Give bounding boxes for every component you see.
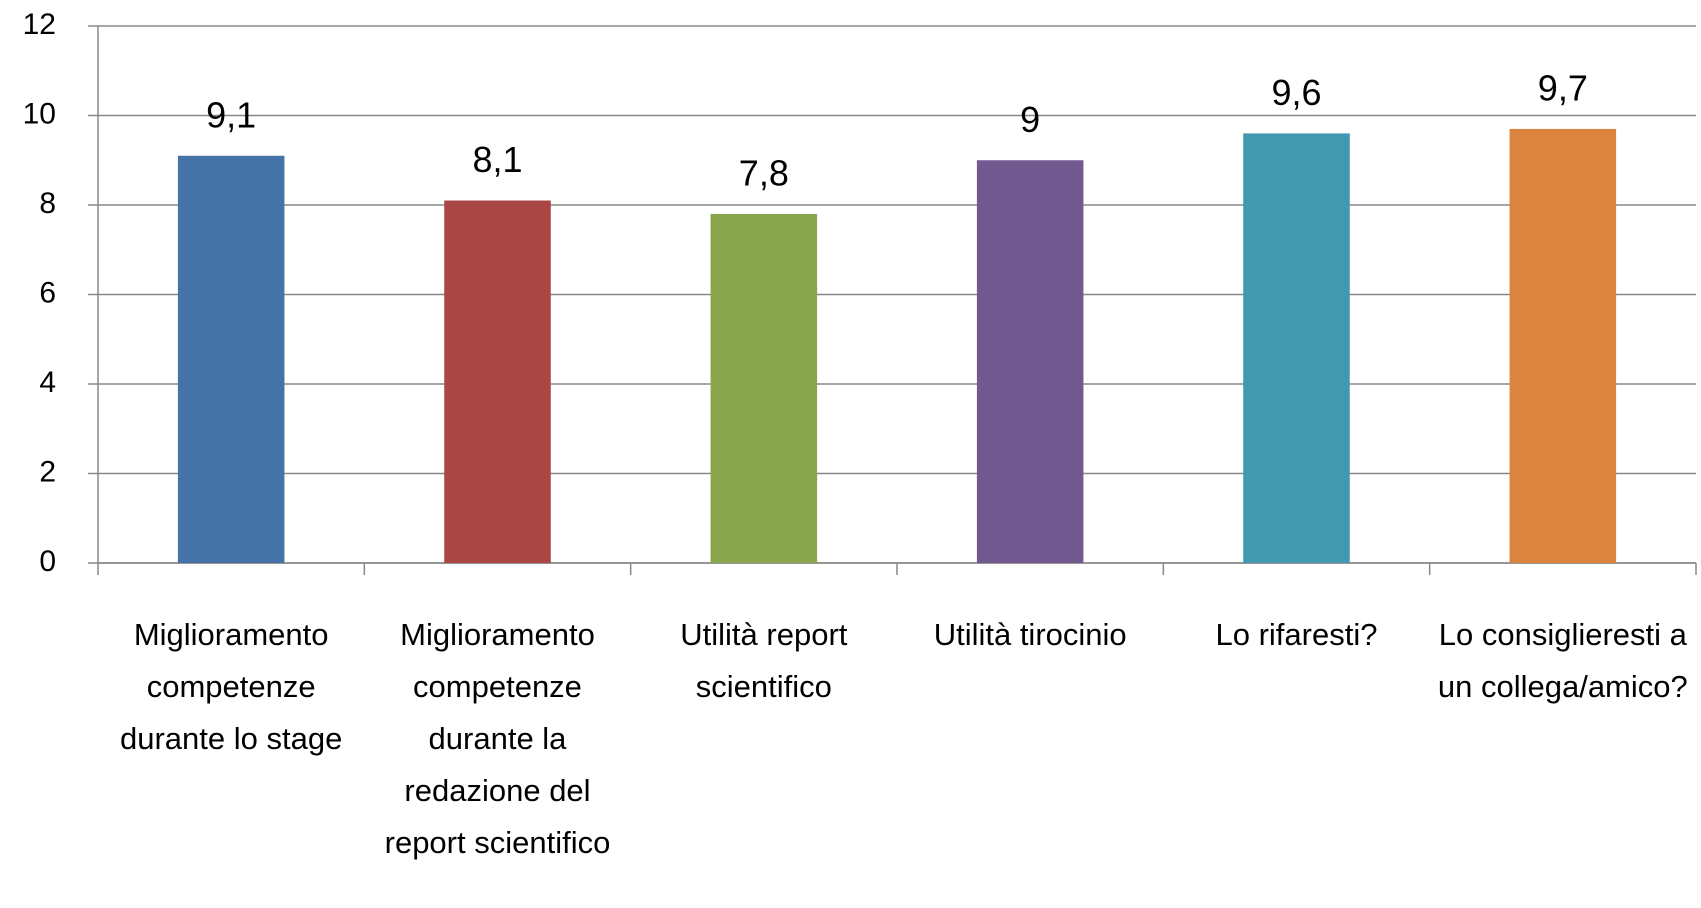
x-tick-label: Utilità tirocinio: [933, 617, 1127, 652]
x-tick-label: Miglioramento competenze durante lo stag…: [120, 617, 343, 756]
value-label: 9,6: [1271, 72, 1321, 113]
value-label: 9: [1020, 99, 1040, 140]
y-tick-label: 8: [39, 187, 56, 220]
x-tick-label: Lo rifaresti?: [1215, 617, 1378, 652]
bar: [444, 200, 551, 563]
bar: [976, 160, 1084, 563]
y-tick-label: 0: [39, 545, 56, 578]
y-tick-label: 2: [39, 455, 56, 488]
bar: [710, 213, 818, 563]
y-tick-label: 4: [39, 366, 56, 399]
value-label: 9,1: [206, 94, 256, 135]
y-tick-label: 10: [23, 97, 56, 130]
x-tick-label: Lo consiglieresti a un collega/amico?: [1437, 617, 1688, 704]
y-tick-label: 12: [23, 8, 56, 41]
value-label: 8,1: [472, 139, 522, 180]
bar: [1243, 133, 1350, 563]
y-tick-label: 6: [39, 276, 56, 309]
x-tick-label: Utilità report scientifico: [680, 617, 848, 704]
value-label: 9,7: [1538, 67, 1588, 108]
bar: [177, 155, 285, 563]
value-label: 7,8: [739, 152, 789, 193]
bar: [1509, 128, 1617, 564]
x-tick-label: Miglioramento competenze durante la reda…: [384, 617, 611, 860]
